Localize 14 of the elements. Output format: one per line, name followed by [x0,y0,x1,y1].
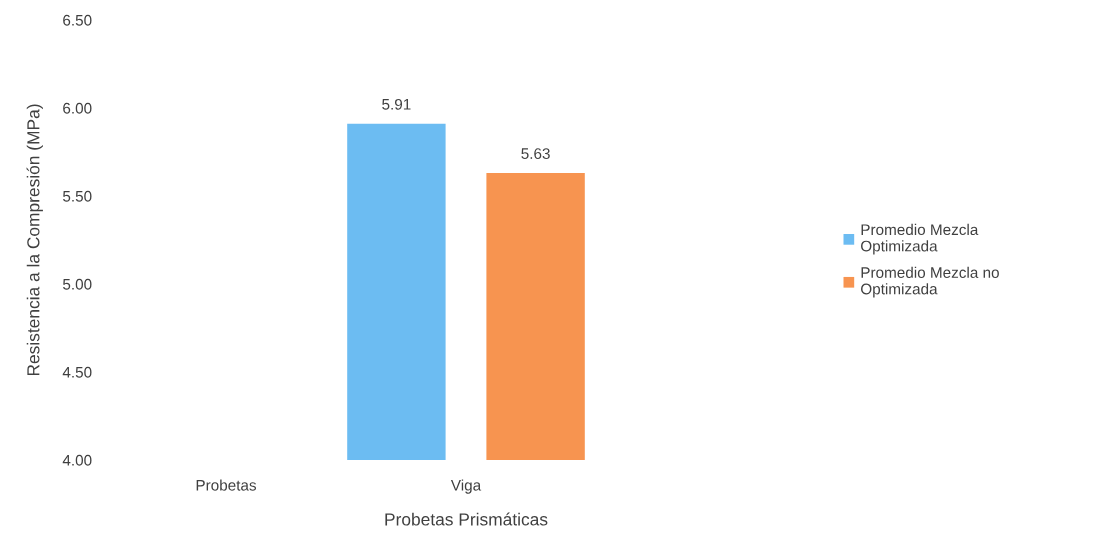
y-tick-label: 5.00 [62,278,92,290]
y-tick-label: 4.50 [62,366,92,378]
legend-label: Promedio Mezcla no Optimizada [861,266,999,298]
data-label: 5.63 [521,148,550,159]
y-tick-label: 4.00 [62,454,92,466]
legend-label: Promedio Mezcla Optimizada [861,223,979,255]
y-axis-title: Resistencia a la Compresión (MPa) [26,104,43,376]
x-tick-label: Probetas [196,479,257,491]
y-tick-label: 6.50 [63,14,92,26]
x-tick-label: Viga [450,479,482,494]
data-label: 5.91 [382,98,411,110]
y-tick-label: 5.50 [62,190,92,202]
y-tick-label: 6.00 [63,102,92,114]
x-axis-title: Probetas Prismáticas [385,512,548,526]
